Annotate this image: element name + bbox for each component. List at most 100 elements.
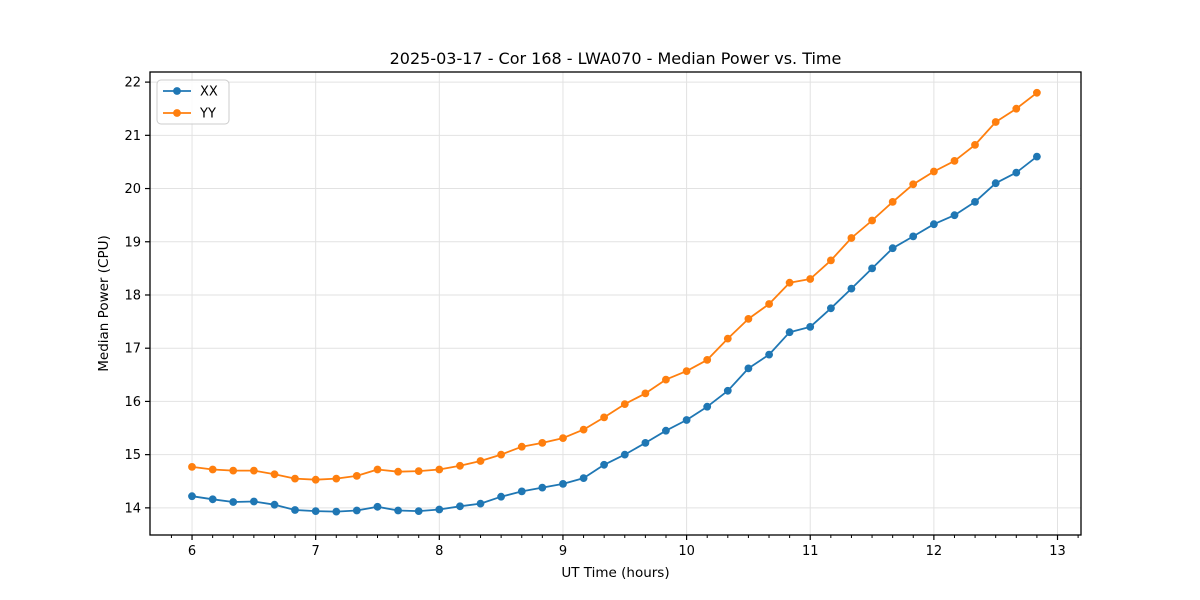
series-yy-point: [1012, 104, 1021, 113]
series-xx-point: [950, 211, 959, 220]
series-yy-point: [971, 141, 979, 149]
series-xx-point: [476, 499, 485, 508]
y-axis-label: Median Power (CPU): [96, 235, 112, 371]
series-xx-point: [971, 198, 979, 206]
legend-label: YY: [199, 107, 216, 122]
series-xx-point: [373, 502, 382, 511]
series-yy-point: [765, 300, 773, 308]
series-yy-point: [373, 465, 382, 474]
series-yy-point: [744, 315, 753, 323]
series-yy-point: [930, 167, 938, 176]
series-yy-point: [517, 442, 526, 451]
series-yy-point: [538, 439, 547, 447]
series-xx-line: [191, 155, 1038, 513]
series-xx-point: [579, 474, 588, 482]
series-yy-point: [435, 465, 444, 474]
series-yy-point: [456, 461, 464, 470]
series-xx-point: [641, 439, 650, 447]
x-tick-label: 11: [802, 544, 819, 559]
series-xx-point: [332, 507, 341, 516]
series-yy-point: [579, 425, 588, 434]
series-xx-point: [765, 350, 773, 359]
series-yy-point: [229, 466, 238, 475]
series-xx-point: [806, 323, 815, 331]
y-tick-label: 22: [124, 76, 141, 91]
legend-marker: [173, 87, 181, 95]
series-yy-point: [950, 157, 959, 165]
y-tick-label: 17: [124, 342, 141, 357]
series-xx-point: [909, 232, 918, 241]
series-xx-point: [785, 328, 794, 337]
axis-ticks: 6 7 8 9 10 11 12 13 14 15 16 17 18 19 20 21 22: [124, 76, 1079, 559]
series-xx-point: [394, 506, 402, 515]
y-tick-label: 18: [124, 288, 141, 303]
series-yy: [188, 88, 1041, 484]
y-tick-label: 15: [124, 448, 141, 463]
series-yy-point: [703, 356, 712, 364]
series-yy-point: [250, 466, 258, 475]
series-xx-point: [888, 244, 897, 253]
series-yy-point: [476, 457, 485, 465]
series-xx-point: [414, 507, 423, 515]
series-xx-point: [723, 386, 732, 395]
series-xx-point: [352, 506, 361, 515]
series-xx-point: [229, 498, 238, 506]
series-yy-point: [888, 198, 897, 206]
series-yy-point: [868, 216, 876, 225]
series-yy-line: [191, 92, 1038, 481]
series-yy-point: [682, 367, 691, 375]
series-xx-point: [517, 487, 526, 496]
series-xx-point: [827, 304, 835, 313]
series-yy-point: [785, 278, 794, 287]
x-tick-label: 7: [312, 544, 320, 559]
series-yy-point: [662, 375, 670, 384]
series-xx-point: [620, 450, 629, 459]
series-yy-point: [1033, 88, 1041, 97]
legend-item-yy: YY: [163, 107, 216, 122]
series-yy-point: [414, 467, 423, 475]
axes-spines: [149, 71, 1082, 536]
series-xx-point: [456, 502, 464, 511]
series-xx-point: [682, 416, 691, 424]
series-xx-point: [291, 506, 299, 514]
series-yy-point: [806, 275, 815, 283]
data-series: [188, 88, 1041, 516]
series-xx-point: [1033, 152, 1041, 161]
series-xx-point: [703, 402, 712, 411]
x-tick-label: 13: [1049, 544, 1066, 559]
series-yy-point: [270, 470, 279, 479]
series-xx-point: [538, 483, 547, 492]
x-tick-label: 12: [926, 544, 943, 559]
series-xx-point: [435, 505, 444, 514]
x-axis-label: UT Time (hours): [561, 565, 669, 581]
series-xx-point: [311, 507, 320, 515]
x-tick-label: 9: [559, 544, 567, 559]
y-tick-label: 14: [124, 501, 141, 516]
series-xx-point: [497, 492, 505, 501]
series-xx-point: [991, 179, 1000, 188]
x-tick-label: 6: [188, 544, 196, 559]
x-tick-label: 8: [435, 544, 443, 559]
series-xx-point: [744, 364, 753, 373]
series-xx-point: [250, 497, 258, 506]
series-yy-point: [559, 434, 567, 442]
series-yy-point: [332, 474, 341, 483]
series-xx-point: [662, 426, 670, 435]
legend-item-xx: XX: [163, 85, 218, 100]
series-xx-point: [559, 480, 567, 488]
series-xx: [188, 152, 1041, 516]
series-yy-point: [497, 450, 505, 459]
series-xx-point: [188, 492, 196, 501]
series-yy-point: [394, 467, 402, 476]
series-yy-point: [723, 334, 732, 343]
series-yy-point: [291, 474, 299, 483]
series-xx-point: [270, 500, 279, 509]
legend-marker: [173, 109, 181, 117]
series-yy-point: [352, 472, 361, 480]
series-yy-point: [991, 118, 1000, 126]
series-xx-point: [930, 220, 938, 229]
legend: XX YY: [156, 79, 230, 125]
series-yy-point: [600, 413, 608, 422]
series-xx-point: [847, 284, 856, 293]
